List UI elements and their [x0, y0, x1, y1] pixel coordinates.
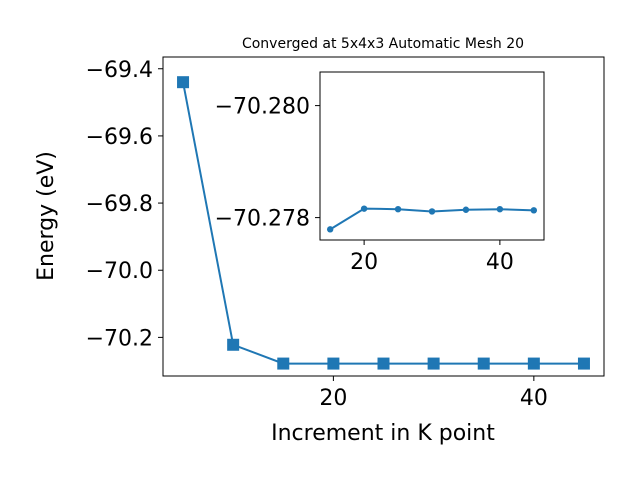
- main-data-point: [277, 357, 290, 370]
- inset-data-point: [530, 207, 538, 214]
- main-x-tick-label: 20: [319, 386, 347, 411]
- main-data-point: [577, 357, 590, 370]
- x-axis-label: Increment in K point: [271, 421, 495, 446]
- main-y-tick-label: −70.2: [86, 326, 153, 351]
- chart-title: Converged at 5x4x3 Automatic Mesh 20: [242, 36, 524, 52]
- inset-y-tick-label: −70.280: [215, 95, 310, 120]
- main-y-tick-label: −69.6: [86, 125, 153, 150]
- main-plot-frame: [162, 56, 605, 377]
- main-y-tick-label: −70.0: [86, 259, 153, 284]
- main-data-point: [527, 357, 540, 370]
- main-data-point: [477, 357, 490, 370]
- main-data-point: [227, 338, 240, 351]
- main-data-point: [177, 76, 190, 89]
- inset-data-point: [496, 206, 504, 213]
- y-axis-label: Energy (eV): [34, 151, 59, 281]
- inset-x-ticks: 20 40: [350, 240, 514, 275]
- inset-data-point: [360, 205, 368, 212]
- main-y-tick-label: −69.8: [86, 192, 153, 217]
- main-axes: Converged at 5x4x3 Automatic Mesh 20 Inc…: [34, 36, 605, 446]
- inset-y-ticks: −70.280 −70.278: [215, 95, 320, 232]
- main-y-tick-label: −69.4: [86, 58, 153, 83]
- main-x-ticks: 20 40: [319, 376, 548, 411]
- main-series: [177, 76, 590, 370]
- inset-axes: 20 40 −70.280−70.278: [215, 71, 545, 275]
- inset-x-tick-label: 20: [350, 250, 378, 275]
- inset-data-point: [428, 208, 436, 215]
- inset-data-point: [326, 226, 334, 233]
- inset-data-point: [462, 206, 470, 213]
- inset-x-tick-label: 40: [486, 250, 514, 275]
- main-x-tick-label: 40: [520, 386, 548, 411]
- inset-plot-frame: [319, 71, 545, 241]
- main-y-ticks: −69.4 −69.6 −69.8 −70.0 −70.2: [86, 58, 163, 351]
- main-data-point: [427, 357, 440, 370]
- inset-series: [326, 205, 538, 233]
- inset-data-point: [394, 206, 402, 213]
- inset-y-tick-label: −70.278: [215, 207, 310, 232]
- main-data-point: [327, 357, 340, 370]
- main-data-point: [377, 357, 390, 370]
